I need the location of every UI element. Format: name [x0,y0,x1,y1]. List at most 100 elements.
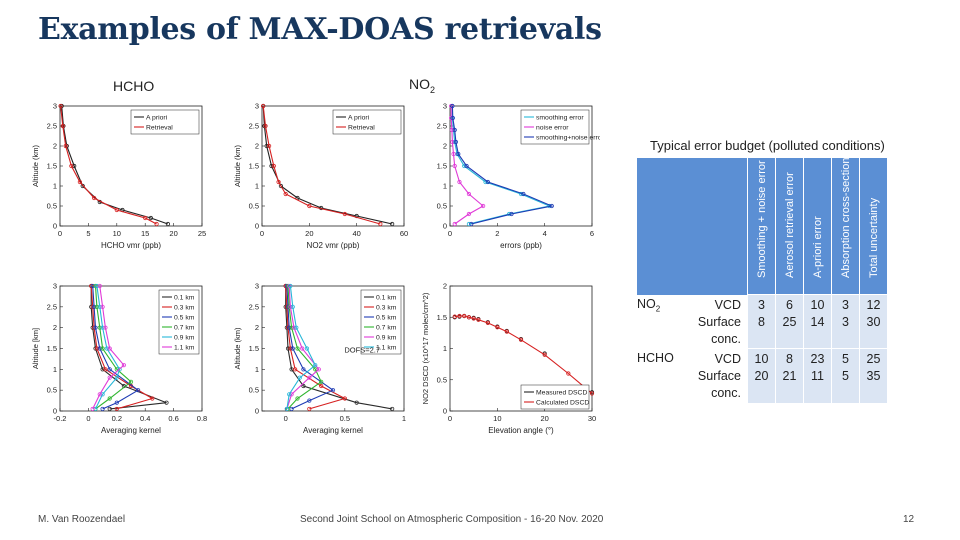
data-point [288,304,293,309]
data-point [449,127,454,133]
data-point [450,115,455,121]
series-line [92,285,125,410]
y-tick-label: 2 [53,323,57,332]
y-tick-label: 0.5 [437,375,447,384]
y-tick-label: 2 [443,142,447,151]
data-point [464,163,469,169]
y-tick-label: 1 [255,182,259,191]
data-point [469,221,474,227]
data-point [471,316,476,321]
data-point [290,304,295,309]
row-labels-hcho: VCD Surface conc. [685,348,748,403]
data-point [100,367,105,372]
header-total-uncertainty: Total uncertainty [859,158,887,295]
legend-label: smoothing error [536,115,584,122]
x-axis-label: Averaging kernel [101,426,161,435]
data-point [271,163,276,169]
data-point [107,367,112,372]
data-point [466,315,472,320]
x-tick-label: 5 [86,229,90,238]
series-line [90,285,154,410]
data-point [261,103,266,109]
series-line [285,286,393,410]
data-point [453,139,459,145]
x-tick-label: 0 [284,414,288,423]
legend-label: 0.1 km [174,295,195,302]
data-point [457,179,462,185]
data-point [97,283,102,289]
data-point [462,163,467,169]
x-axis-label: HCHO vmr (ppb) [101,241,161,250]
y-tick-label: 2 [255,323,259,332]
series-line [94,285,132,410]
data-point [148,215,153,221]
data-point [301,367,306,372]
cell: 23 11 [803,348,832,403]
footer-author: M. Van Roozendael [38,514,126,525]
data-point [300,346,305,351]
data-point [143,215,148,221]
error-budget-table: Smoothing + noise error Aerosol retrieva… [637,152,887,403]
data-point [285,346,291,351]
y-tick-label: 1.5 [47,344,57,353]
data-point [287,325,292,330]
data-point [117,367,122,372]
x-tick-label: 20 [169,229,177,238]
y-tick-label: 0.5 [249,386,259,395]
legend-label: 0.9 km [376,335,397,342]
y-tick-label: 0 [443,222,447,231]
x-tick-label: 0 [260,229,264,238]
y-tick-label: 3 [255,282,259,291]
legend-label: Retrieval [146,125,173,132]
data-point [342,211,347,217]
series-line [450,106,485,225]
data-point [136,388,141,393]
series-line [287,285,322,410]
y-tick-label: 2 [53,142,57,151]
data-point [307,203,312,209]
plot-error-profiles: 0 2 4 6 0 0.5 1 1.5 2 2.5 3 errors (ppb) smoothing e… [437,102,600,251]
data-point [378,221,383,227]
x-tick-label: 2 [495,229,499,238]
series-line [92,285,140,410]
y-tick-label: 1 [255,365,259,374]
data-point [90,283,95,289]
data-point [304,346,310,351]
y-tick-label: 1 [443,182,447,191]
data-point [291,325,297,330]
data-point [495,325,500,330]
data-point [466,221,472,227]
legend-label: smoothing+noise errors [536,135,600,142]
data-point [104,346,109,351]
y-tick-label: 0 [53,222,57,231]
x-tick-label: 0 [58,229,62,238]
y-tick-label: 3 [255,102,259,111]
y-axis-label: Altitude [km] [31,328,40,369]
data-point [521,191,526,197]
header-aerosol-error: Aerosol retrieval error [775,158,804,295]
x-tick-label: 10 [493,414,501,423]
header-apriori-error: A-priori error [803,158,832,295]
legend-label: Retrieval [348,125,375,132]
hcho-label: HCHO [113,78,155,94]
data-point [150,396,155,401]
legend-label: 0.3 km [376,305,397,312]
x-tick-label: 40 [352,229,360,238]
species-no2: NO2 [637,294,685,349]
legend-box [130,109,200,135]
data-point [456,151,461,157]
data-point [100,392,105,397]
species-hcho: HCHO [637,348,685,403]
y-tick-label: 2.5 [47,302,57,311]
data-point [319,379,324,384]
y-tick-label: 0 [53,407,57,416]
x-axis-label: NO2 vmr (ppb) [307,241,360,250]
header-cross-sections: Absorption cross-sections [831,152,860,295]
data-point [276,179,281,185]
data-point [100,346,105,351]
data-point [100,406,105,412]
